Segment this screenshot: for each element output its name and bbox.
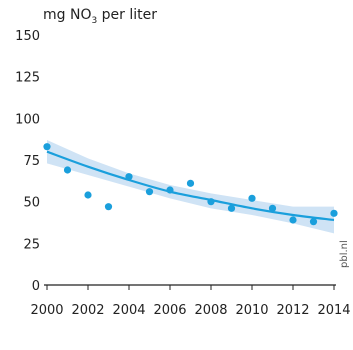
y-axis-ticks: 0 25 50 75 100 125 150 [15,29,40,294]
x-tick-label: 2010 [235,303,268,318]
y-tick-label: 100 [15,112,40,127]
data-point [125,173,133,181]
x-tick-label: 2002 [71,303,104,318]
data-point [268,204,277,212]
data-point [330,209,338,217]
y-tick-label: 25 [23,237,40,252]
data-point [186,179,195,187]
y-tick-label: 50 [23,196,40,211]
data-point [43,143,51,151]
x-tick-label: 2014 [317,303,350,318]
x-tick-label: 2000 [30,303,63,318]
x-tick-label: 2012 [276,303,309,318]
x-tick-label: 2008 [194,303,227,318]
y-tick-label: 125 [15,71,40,86]
data-point [289,216,297,224]
data-point [166,186,174,194]
data-point [104,203,113,211]
y-unit-label: mg NO3 per liter [43,7,157,26]
data-point [309,218,318,226]
data-point [63,166,72,174]
y-tick-label: 75 [23,154,40,169]
trend-line [46,150,335,222]
data-points-layer [43,143,338,226]
x-tick-label: 2004 [112,303,145,318]
data-point [145,188,154,196]
y-tick-label: 0 [32,279,40,294]
source-label: pbl.nl [339,240,350,268]
x-axis-ticks: 2000 2002 2004 2006 2008 2010 2012 2014 [30,285,351,318]
y-tick-label: 150 [15,29,40,44]
data-point [248,194,256,202]
x-tick-label: 2006 [153,303,186,318]
data-point [207,198,215,206]
trend-line-layer [46,150,335,222]
data-point [227,204,236,212]
data-point [84,191,92,199]
